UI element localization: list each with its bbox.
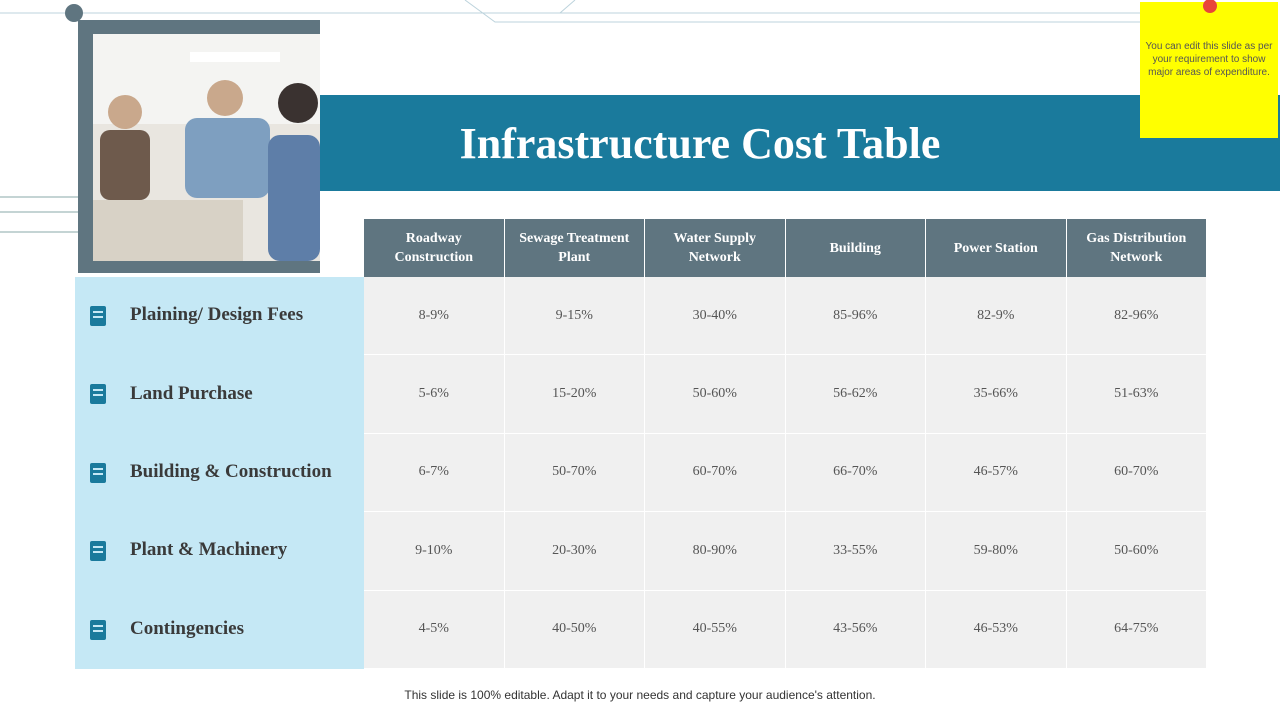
deco-bar [190,52,280,62]
table-cell: 20-30% [504,512,645,591]
table-cell: 15-20% [504,355,645,434]
table-cell: 33-55% [785,512,926,591]
row-icon [86,304,110,328]
table-cell: 50-60% [1066,512,1207,591]
table-cell: 50-70% [504,433,645,513]
table-cell: 64-75% [1066,590,1207,669]
column-header: Building [785,219,926,277]
column-header: Roadway Construction [364,219,505,277]
table-cell: 59-80% [926,512,1067,591]
row-label: Building & Construction [130,460,332,482]
table-cell: 8-9% [364,277,505,356]
table-cell: 46-53% [926,590,1067,669]
row-label: Plant & Machinery [130,539,288,561]
table-cell: 40-50% [504,590,645,669]
photo-person [108,95,142,129]
photo-person [278,83,318,123]
table-cell: 5-6% [364,355,505,434]
row-label: Contingencies [130,617,244,639]
table-cell: 51-63% [1066,355,1207,434]
column-header: Power Station [926,219,1067,277]
table-cell: 50-60% [645,355,786,434]
table-cell: 60-70% [645,433,786,513]
row-label: Plaining/ Design Fees [130,304,304,326]
table-cell: 56-62% [785,355,926,434]
row-icon [86,618,110,642]
sticky-note [1140,2,1278,138]
table-cell: 35-66% [926,355,1067,434]
table-cell: 6-7% [364,433,505,513]
photo-person [185,118,270,198]
column-header: Gas Distribution Network [1066,219,1207,277]
column-header: Water Supply Network [645,219,786,277]
photo-person [207,80,243,116]
photo-table [93,200,243,261]
table-cell: 43-56% [785,590,926,669]
pin [1203,0,1217,13]
deco-line [559,0,576,14]
table-cell: 46-57% [926,433,1067,513]
table-cell: 85-96% [785,277,926,356]
photo-person [268,135,320,261]
footer: This slide is 100% editable. Adapt it to… [404,688,876,702]
table-cell: 9-10% [364,512,505,591]
table-cell: 66-70% [785,433,926,513]
table-cell: 40-55% [645,590,786,669]
table-cell: 30-40% [645,277,786,356]
table-cell: 82-9% [926,277,1067,356]
table-cell: 4-5% [364,590,505,669]
note: You can edit this slide as per your requ… [1145,41,1273,78]
column-header: Sewage Treatment Plant [504,219,645,277]
title: Infrastructure Cost Table [459,118,941,168]
row-icon [86,539,110,563]
title-banner [320,95,1280,191]
table-cell: 82-96% [1066,277,1207,356]
label-column [75,277,364,669]
row-label: Land Purchase [130,382,253,404]
table-cell: 80-90% [645,512,786,591]
table-cell: 9-15% [504,277,645,356]
table-cell: 60-70% [1066,433,1207,513]
deco-line [464,0,1140,23]
photo-person [100,130,150,200]
deco-dot [65,4,83,22]
row-icon [86,382,110,406]
row-icon [86,461,110,485]
